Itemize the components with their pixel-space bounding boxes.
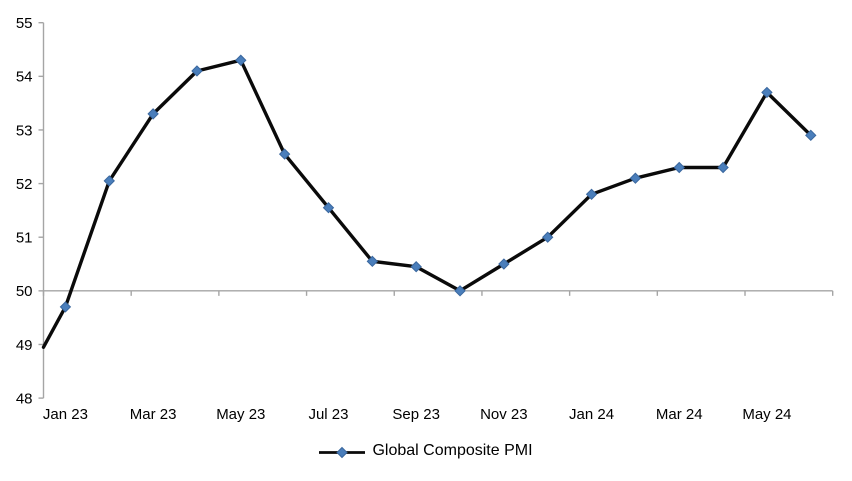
data-point-marker bbox=[322, 202, 335, 214]
x-axis-label: Jan 24 bbox=[569, 406, 614, 423]
data-point-marker bbox=[278, 148, 291, 160]
y-axis-label: 49 bbox=[16, 337, 33, 354]
data-point-marker bbox=[103, 175, 115, 187]
data-point-marker bbox=[805, 129, 817, 142]
chart-legend: Global Composite PMI bbox=[0, 439, 852, 465]
data-point-marker bbox=[147, 108, 159, 120]
x-axis-label: Jan 23 bbox=[43, 406, 88, 423]
x-axis-label: May 23 bbox=[216, 406, 265, 423]
data-point-marker bbox=[410, 261, 422, 273]
data-point-marker bbox=[542, 231, 554, 243]
y-axis-label: 53 bbox=[16, 122, 33, 139]
data-point-marker bbox=[235, 54, 247, 66]
y-axis-label: 48 bbox=[16, 391, 33, 408]
legend-diamond-icon bbox=[336, 446, 349, 458]
y-axis-label: 52 bbox=[16, 176, 33, 193]
y-axis-label: 51 bbox=[16, 230, 33, 247]
x-axis-label: Nov 23 bbox=[480, 406, 528, 423]
y-axis-label: 50 bbox=[16, 283, 33, 300]
data-point-marker bbox=[717, 161, 729, 174]
data-point-marker bbox=[629, 172, 642, 184]
data-point-marker bbox=[59, 301, 72, 313]
y-axis-label: 55 bbox=[16, 15, 33, 32]
data-point-marker bbox=[498, 258, 510, 270]
x-axis-label: May 24 bbox=[742, 406, 791, 423]
data-point-marker bbox=[191, 65, 203, 77]
data-point-marker bbox=[585, 188, 598, 201]
data-point-marker bbox=[761, 86, 773, 99]
x-axis-label: Sep 23 bbox=[392, 406, 440, 423]
legend-line-marker-sample bbox=[319, 446, 366, 458]
data-point-marker bbox=[454, 285, 466, 297]
x-axis-label: Mar 24 bbox=[656, 406, 703, 423]
y-axis-label: 54 bbox=[16, 69, 33, 86]
data-point-marker bbox=[673, 161, 685, 174]
series-line bbox=[41, 58, 813, 349]
legend-label: Global Composite PMI bbox=[372, 442, 533, 459]
data-point-marker bbox=[366, 255, 379, 268]
x-axis-label: Mar 23 bbox=[130, 406, 177, 423]
x-axis-label: Jul 23 bbox=[308, 406, 348, 423]
